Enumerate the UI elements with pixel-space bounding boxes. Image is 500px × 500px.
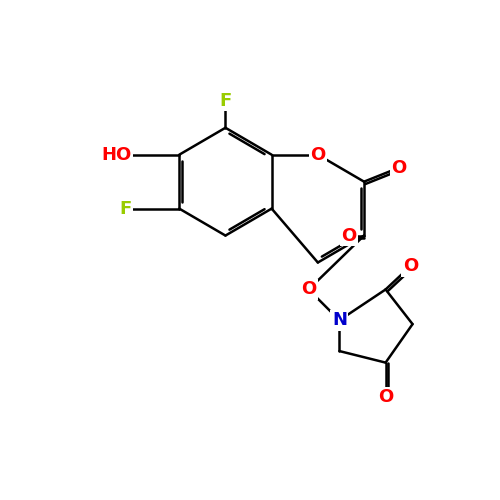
Text: O: O bbox=[301, 280, 316, 298]
Text: O: O bbox=[391, 159, 406, 177]
Text: HO: HO bbox=[102, 146, 132, 164]
Text: F: F bbox=[220, 92, 232, 110]
Text: F: F bbox=[120, 200, 132, 218]
Text: O: O bbox=[378, 388, 393, 406]
Text: O: O bbox=[341, 226, 356, 244]
Text: O: O bbox=[402, 258, 418, 276]
Text: O: O bbox=[310, 146, 326, 164]
Text: N: N bbox=[332, 312, 347, 330]
